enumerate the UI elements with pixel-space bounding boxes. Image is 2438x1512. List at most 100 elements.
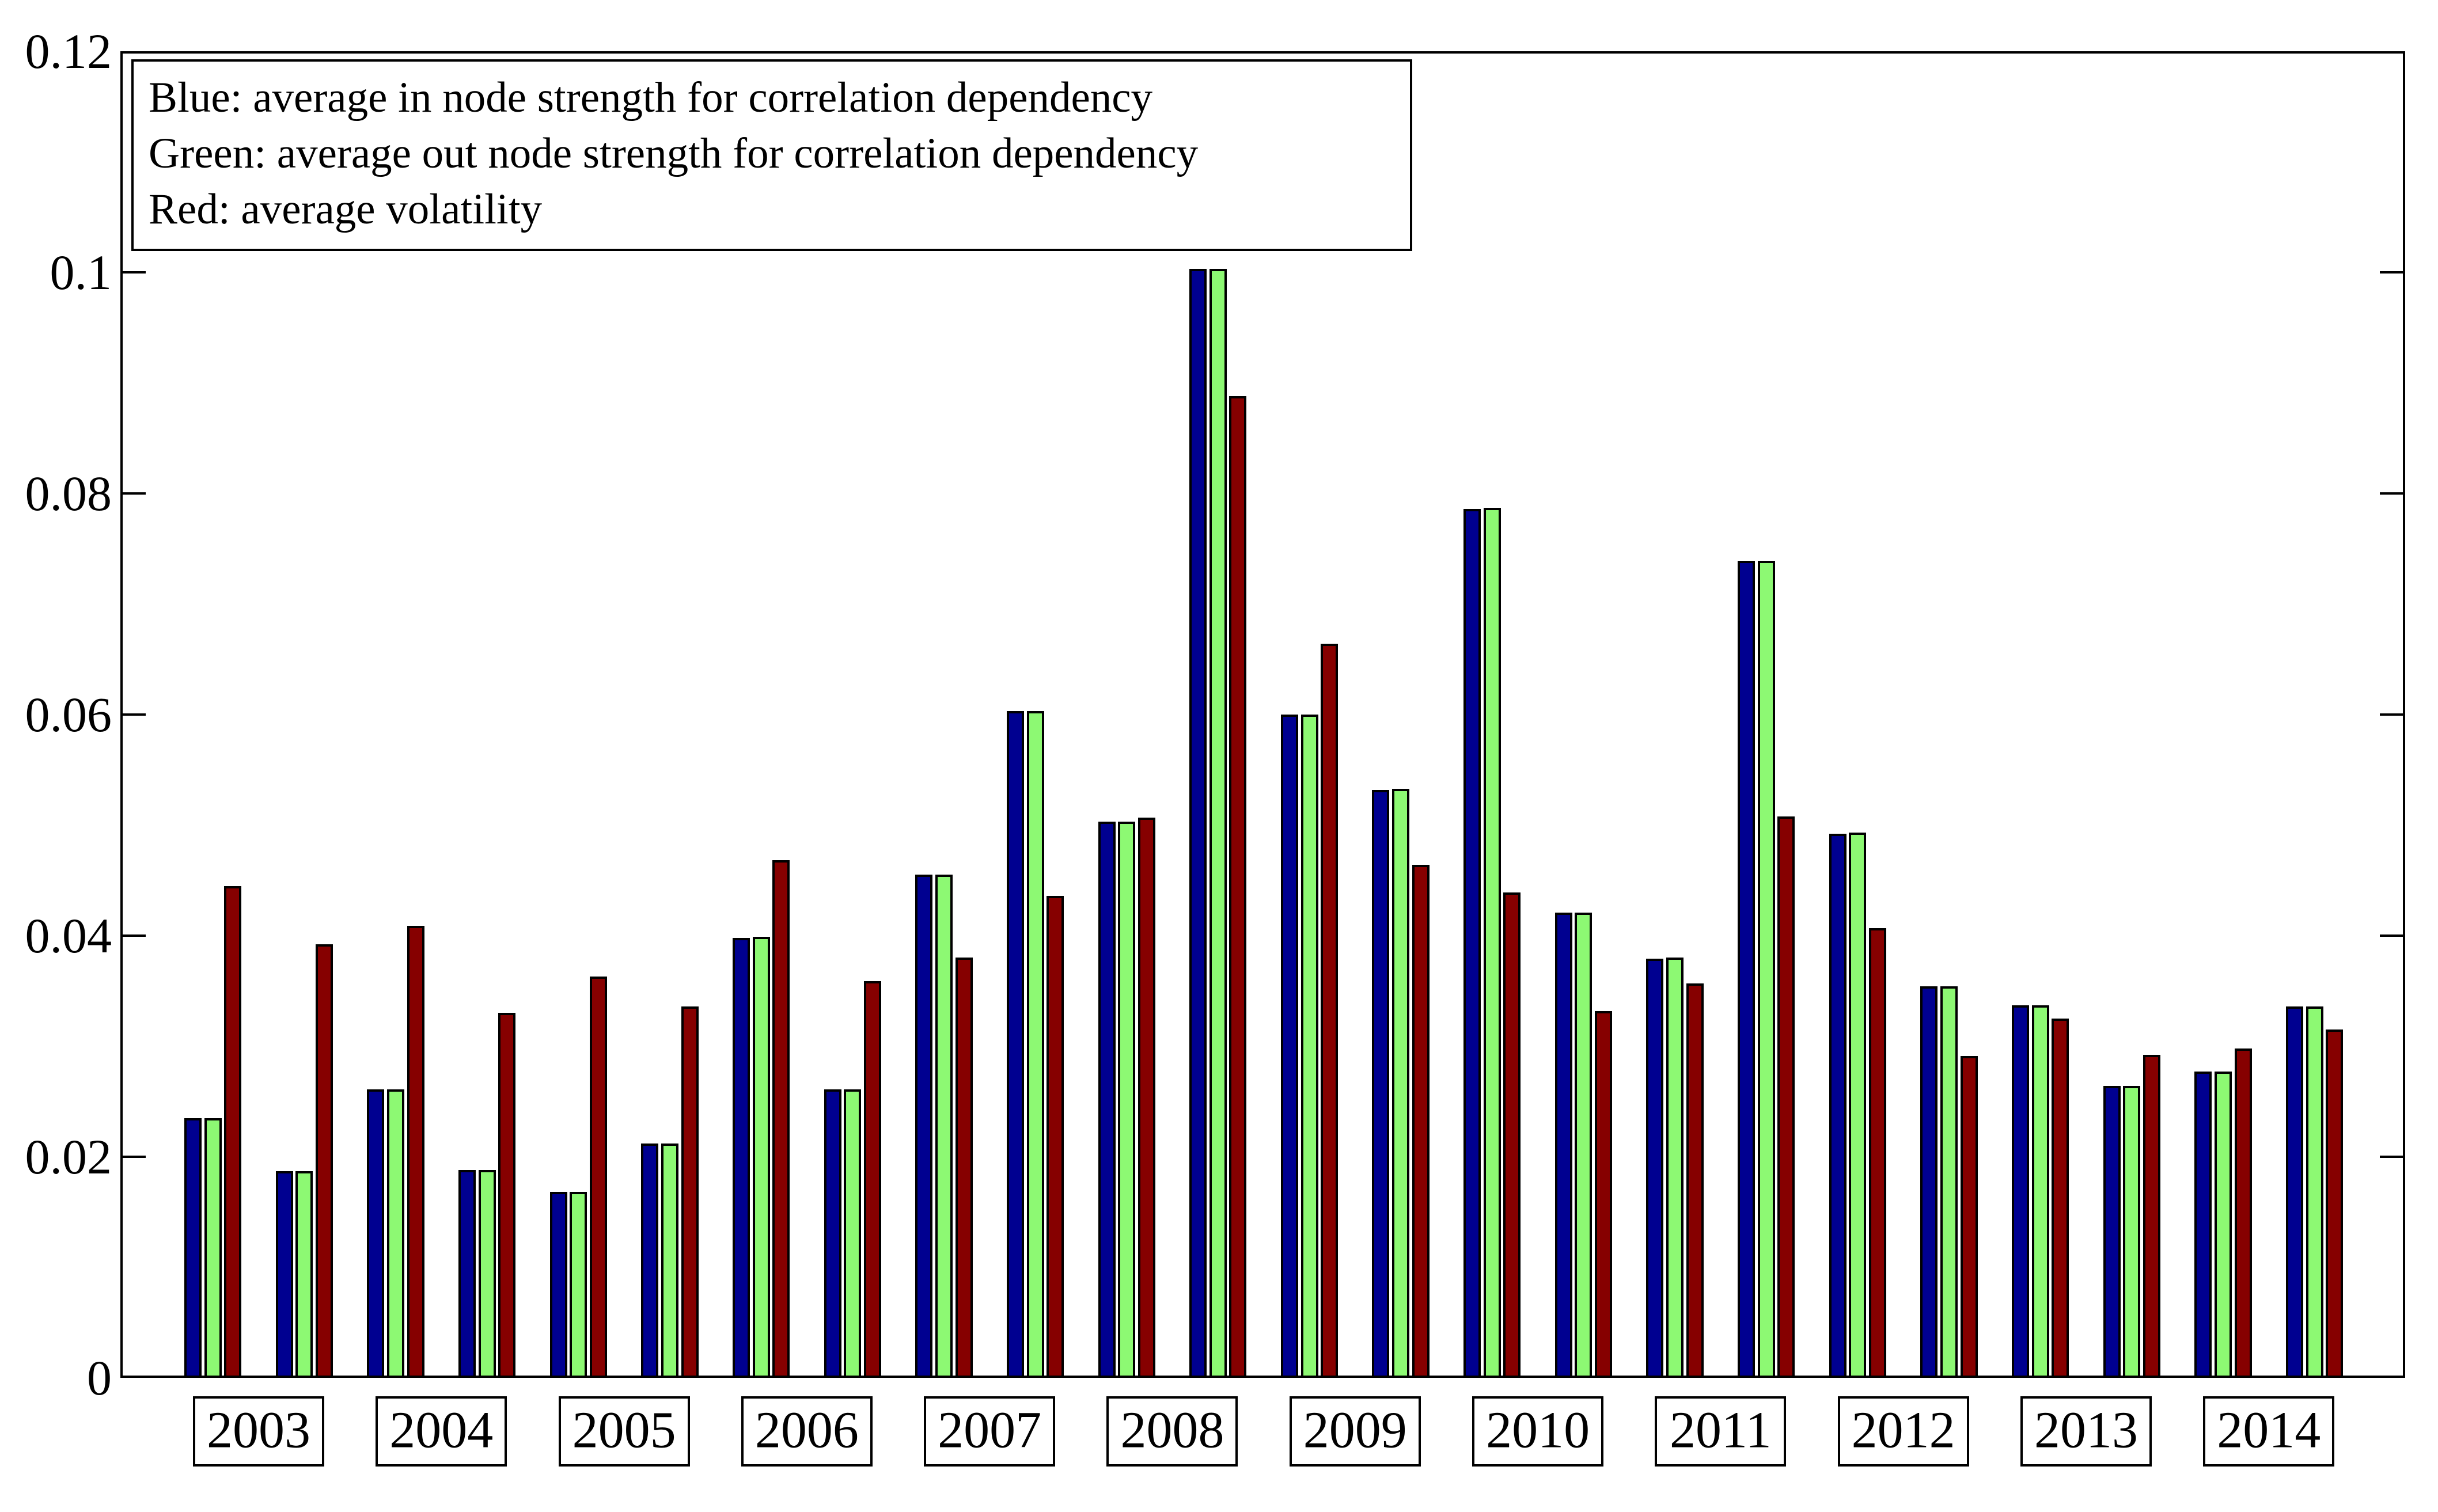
y-tick-mark-right	[2380, 271, 2403, 273]
bar-in-strength-blue	[184, 1118, 202, 1378]
y-tick-mark-left	[123, 492, 146, 495]
x-tick-label-box-2012: 2012	[1837, 1396, 1969, 1467]
y-tick-mark-left	[123, 1156, 146, 1158]
bar-out-strength-green	[1118, 822, 1136, 1378]
x-tick-label-box-2005: 2005	[558, 1396, 690, 1467]
bar-in-strength-blue	[1006, 711, 1024, 1378]
x-tick-label-box-2010: 2010	[1472, 1396, 1604, 1467]
y-tick-label: 0.1	[50, 245, 112, 300]
x-tick-label: 2008	[1120, 1401, 1224, 1459]
x-tick-label: 2009	[1303, 1401, 1407, 1459]
bar-volatility-red	[863, 981, 881, 1378]
bar-out-strength-green	[2215, 1072, 2232, 1378]
bar-out-strength-green	[844, 1089, 862, 1378]
bar-volatility-red	[2326, 1029, 2344, 1378]
y-tick-mark-right	[2380, 713, 2403, 716]
y-tick-label: 0.12	[25, 24, 112, 79]
bar-out-strength-green	[1849, 833, 1867, 1378]
bar-volatility-red	[1229, 396, 1247, 1378]
bar-volatility-red	[1960, 1056, 1978, 1378]
bar-volatility-red	[1595, 1010, 1613, 1378]
y-tick-mark-left	[123, 934, 146, 937]
bar-out-strength-green	[1666, 958, 1684, 1378]
x-tick-label-box-2014: 2014	[2203, 1396, 2335, 1467]
bar-in-strength-blue	[915, 875, 933, 1378]
y-tick-label: 0	[87, 1350, 112, 1405]
bar-in-strength-blue	[367, 1089, 385, 1378]
bar-out-strength-green	[1757, 561, 1775, 1378]
bar-out-strength-green	[1300, 715, 1318, 1378]
bar-out-strength-green	[752, 936, 770, 1378]
bar-volatility-red	[1503, 892, 1521, 1378]
x-tick-label: 2006	[754, 1401, 859, 1459]
bar-in-strength-blue	[1646, 959, 1664, 1378]
x-tick-label: 2014	[2217, 1401, 2321, 1459]
bar-in-strength-blue	[2285, 1006, 2303, 1378]
bar-in-strength-blue	[549, 1192, 567, 1378]
bar-in-strength-blue	[1189, 269, 1207, 1378]
bar-volatility-red	[1321, 644, 1339, 1378]
bar-out-strength-green	[661, 1143, 678, 1378]
bar-out-strength-green	[1026, 711, 1044, 1378]
bar-volatility-red	[1686, 983, 1704, 1378]
bar-volatility-red	[589, 977, 607, 1378]
bar-in-strength-blue	[732, 937, 750, 1378]
x-tick-label-box-2008: 2008	[1106, 1396, 1238, 1467]
bar-in-strength-blue	[1829, 834, 1846, 1378]
x-tick-label: 2010	[1486, 1401, 1590, 1459]
x-tick-label-box-2007: 2007	[924, 1396, 1056, 1467]
bar-out-strength-green	[2123, 1086, 2141, 1378]
bar-volatility-red	[2234, 1048, 2252, 1378]
bar-in-strength-blue	[1920, 986, 1938, 1378]
bar-volatility-red	[1869, 928, 1886, 1378]
y-tick-label: 0.02	[25, 1129, 112, 1184]
legend-box: Blue: average in node strength for corre…	[131, 59, 1412, 251]
x-tick-label-box-2013: 2013	[2020, 1396, 2152, 1467]
bar-in-strength-blue	[458, 1170, 476, 1378]
bar-out-strength-green	[1575, 912, 1593, 1378]
bar-volatility-red	[681, 1006, 699, 1378]
bar-in-strength-blue	[641, 1143, 659, 1378]
bar-out-strength-green	[387, 1089, 404, 1378]
bar-volatility-red	[1777, 816, 1795, 1378]
y-tick-label: 0.06	[25, 687, 112, 742]
bar-out-strength-green	[935, 875, 953, 1378]
bar-out-strength-green	[1940, 986, 1958, 1378]
bar-out-strength-green	[1209, 269, 1227, 1378]
bar-in-strength-blue	[2103, 1086, 2121, 1378]
y-tick-mark-right	[2380, 934, 2403, 937]
x-tick-label: 2012	[1851, 1401, 1955, 1459]
y-tick-mark-left	[123, 713, 146, 716]
x-tick-label-box-2011: 2011	[1655, 1396, 1787, 1467]
x-tick-label-box-2009: 2009	[1289, 1396, 1421, 1467]
x-tick-label: 2003	[206, 1401, 310, 1459]
y-tick-mark-right	[2380, 1156, 2403, 1158]
x-tick-label: 2005	[572, 1401, 676, 1459]
x-tick-label-box-2004: 2004	[376, 1396, 507, 1467]
bar-out-strength-green	[2031, 1005, 2049, 1378]
bar-volatility-red	[315, 944, 333, 1378]
bar-volatility-red	[2143, 1055, 2160, 1378]
bar-out-strength-green	[295, 1171, 313, 1378]
y-tick-mark-right	[2380, 492, 2403, 495]
bar-out-strength-green	[570, 1192, 587, 1378]
bar-in-strength-blue	[1463, 508, 1481, 1378]
legend-line-blue: Blue: average in node strength for corre…	[149, 74, 1153, 121]
bar-volatility-red	[772, 860, 790, 1378]
bar-in-strength-blue	[2194, 1072, 2212, 1378]
legend-line-red: Red: average volatility	[149, 185, 543, 233]
bar-in-strength-blue	[1738, 561, 1755, 1378]
bar-volatility-red	[498, 1013, 516, 1378]
x-tick-label-box-2006: 2006	[741, 1396, 873, 1467]
bar-volatility-red	[2052, 1019, 2069, 1378]
x-tick-label: 2004	[389, 1401, 494, 1459]
bar-volatility-red	[1412, 865, 1430, 1378]
bar-in-strength-blue	[1554, 912, 1572, 1378]
bar-in-strength-blue	[1280, 715, 1298, 1378]
bar-in-strength-blue	[1372, 789, 1390, 1378]
bar-volatility-red	[1047, 895, 1064, 1378]
bar-volatility-red	[407, 925, 424, 1378]
bar-volatility-red	[1138, 817, 1155, 1378]
x-tick-label-box-2003: 2003	[192, 1396, 324, 1467]
y-tick-label: 0.08	[25, 466, 112, 521]
